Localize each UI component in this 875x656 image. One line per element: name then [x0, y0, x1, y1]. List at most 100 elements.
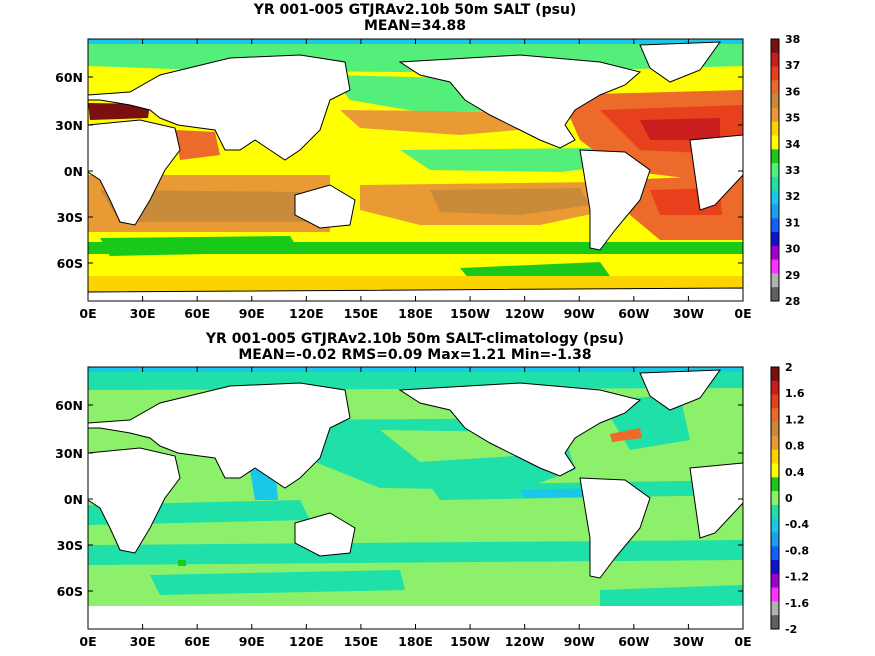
map2-x-tick-label: 90W — [564, 634, 595, 649]
map2-greenland — [639, 369, 721, 411]
map2-colorbar-label: -0.4 — [785, 518, 809, 531]
map1-colorbar-label: 38 — [785, 33, 800, 46]
map1-x-tick-label: 30W — [673, 306, 704, 321]
map2-x-tick-label: 30E — [130, 634, 156, 649]
map1-mean-line: MEAN=34.88 — [363, 18, 467, 34]
map1-x-tick-label: 0E — [79, 306, 96, 321]
map2-colorbar-segment — [771, 615, 779, 630]
map1-x-tick-label: 150E — [344, 306, 379, 321]
map1-north-america — [398, 54, 642, 149]
map1-x-tick-label: 60E — [184, 306, 210, 321]
map1-x-tick-label: 150W — [450, 306, 490, 321]
map1-title-line: YR 001-005 GTJRAv2.10b 50m SALT (psu) — [253, 2, 577, 18]
map2-colorbar-label: 1.2 — [785, 413, 805, 426]
map1-colorbar-segment — [771, 232, 779, 247]
map1-colorbar-label: 31 — [785, 216, 800, 229]
map1-colorbar-segment — [771, 218, 779, 233]
map1-greenland — [639, 41, 721, 83]
map2-x-tick-label: 180E — [398, 634, 433, 649]
map1-colorbar-segment — [771, 287, 779, 302]
map1-x-tick-label: 30E — [130, 306, 156, 321]
map2-x-tick-label: 120E — [289, 634, 324, 649]
map2-africa-east — [689, 462, 743, 539]
map2-colorbar-segment — [771, 435, 779, 451]
map2-x-tick-label: 0E — [734, 634, 751, 649]
map2-colorbar-segment — [771, 449, 779, 464]
map1-colorbar-segment — [771, 80, 779, 95]
map2-x-tick-label: 150W — [450, 634, 490, 649]
map2-colorbar-label: 1.6 — [785, 387, 805, 400]
map1-colorbar-segment — [771, 190, 779, 205]
map2-colorbar-label: 2 — [785, 361, 793, 374]
map2-x-tick-label: 90E — [239, 634, 265, 649]
map1-colorbar-label: 37 — [785, 59, 800, 72]
map1-x-tick-label: 90E — [239, 306, 265, 321]
map1-x-tick-label: 0E — [734, 306, 751, 321]
map1-colorbar-segment — [771, 94, 779, 109]
map2-x-tick-label: 150E — [344, 634, 379, 649]
map1-x-tick-label: 90W — [564, 306, 595, 321]
map1-eurasia — [88, 54, 351, 161]
map2-colorbar-segment — [771, 491, 779, 506]
map2-africa — [88, 447, 181, 554]
map2-colorbar-segment — [771, 573, 779, 588]
map2-colorbar-label: 0 — [785, 492, 793, 505]
map1-colorbar-segment — [771, 163, 779, 178]
map1-y-tick-label: 30S — [57, 210, 83, 225]
map2-colorbar-segment — [771, 408, 779, 423]
map1-colorbar-segment — [771, 52, 779, 67]
map2-x-tick-label: 120W — [505, 634, 545, 649]
map1-colorbar-segment — [771, 245, 779, 260]
map1-colorbar-segment — [771, 176, 779, 191]
map2-eurasia — [88, 382, 351, 489]
map2-north-america — [398, 382, 642, 477]
map1-colorbar-label: 36 — [785, 85, 801, 98]
map2-y-tick-label: 60S — [57, 584, 83, 599]
map1-x-tick-label: 60W — [618, 306, 649, 321]
map1-colorbar-label: 29 — [785, 269, 800, 282]
map1-colorbar-segment — [771, 121, 779, 136]
map1-y-tick-label: 60N — [55, 70, 83, 85]
map1-colorbar-segment — [771, 204, 779, 219]
map1-africa — [88, 119, 181, 226]
map2-colorbar-segment — [771, 367, 779, 382]
map1-colorbar-label: 35 — [785, 112, 800, 125]
map2-title: YR 001-005 GTJRAv2.10b 50m SALT-climatol… — [0, 331, 830, 363]
map2-y-tick-label: 0N — [64, 492, 83, 507]
map2-colorbar-segment — [771, 394, 779, 409]
map2-axis-ticks: 0E 30E 60E 90E 120E 150E 180E 150W 120W 90W 60W 30W… — [55, 367, 752, 649]
map2-y-tick-label: 30S — [57, 538, 83, 553]
map1-colorbar-label: 33 — [785, 164, 800, 177]
map2-title-line: YR 001-005 GTJRAv2.10b 50m SALT-climatol… — [205, 331, 625, 347]
map1-south-america — [579, 149, 651, 251]
map1-colorbar-label: 32 — [785, 190, 800, 203]
map1-colorbar-label: 28 — [785, 295, 800, 308]
map1-africa-east — [689, 134, 743, 211]
map2-colorbar: 2 1.6 1.2 0.8 0.4 0 -0.4 -0.8 -1.2 -1.6 -2 — [770, 361, 809, 636]
map2-y-tick-label: 30N — [55, 446, 83, 461]
map2-x-tick-label: 0E — [79, 634, 96, 649]
map2-x-tick-label: 30W — [673, 634, 704, 649]
map1-x-tick-label: 120E — [289, 306, 324, 321]
map1-y-tick-label: 0N — [64, 164, 83, 179]
map2-colorbar-segment — [771, 504, 779, 519]
map1-title: YR 001-005 GTJRAv2.10b 50m SALT (psu) ME… — [0, 2, 830, 34]
map1-colorbar-frame — [770, 38, 780, 302]
map2-x-tick-label: 60E — [184, 634, 210, 649]
map2-colorbar-segment — [771, 477, 779, 492]
map1-colorbar-segment — [771, 259, 779, 274]
map1-x-tick-label: 180E — [398, 306, 433, 321]
map1-colorbar: 38 37 36 35 34 33 32 31 30 29 28 — [770, 33, 801, 308]
map1-axis-ticks: 0E 30E 60E 90E 120E 150E 180E 150W 120W 90W 60W 30W… — [55, 39, 752, 321]
map2-colorbar-frame — [770, 366, 780, 630]
map1-colorbar-segment — [771, 135, 779, 150]
map2-colorbar-segment — [771, 546, 779, 561]
map2-colorbar-label: 0.4 — [785, 466, 805, 479]
map2-colorbar-label: -1.6 — [785, 597, 809, 610]
map2-colorbar-label: -0.8 — [785, 544, 809, 557]
map2-land — [88, 369, 743, 579]
map2-colorbar-segment — [771, 601, 779, 616]
map1-colorbar-segment — [771, 149, 779, 164]
map1-y-tick-label: 30N — [55, 118, 83, 133]
